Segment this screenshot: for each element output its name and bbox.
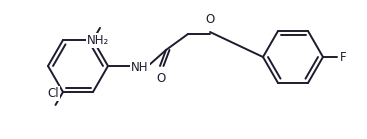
Text: O: O xyxy=(206,13,215,26)
Text: F: F xyxy=(340,50,346,64)
Text: Cl: Cl xyxy=(48,87,59,100)
Text: O: O xyxy=(156,72,166,85)
Text: NH: NH xyxy=(131,60,149,74)
Text: NH₂: NH₂ xyxy=(87,34,109,47)
